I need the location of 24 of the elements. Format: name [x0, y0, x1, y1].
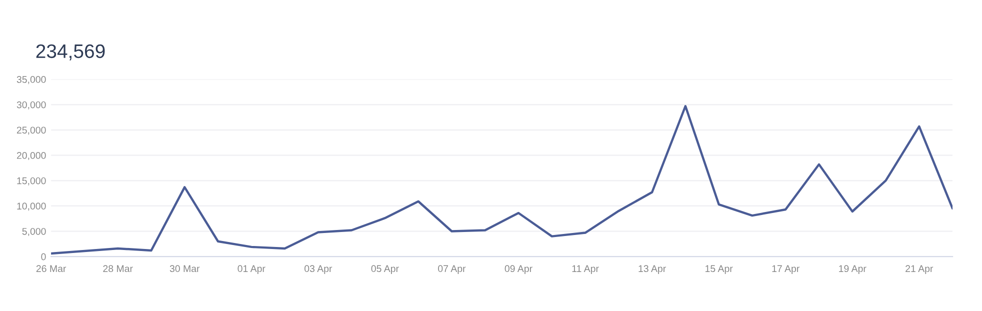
y-tick-label: 30,000 — [16, 101, 46, 110]
y-tick-label: 0 — [41, 253, 46, 260]
x-tick-label: 13 Apr — [638, 265, 666, 274]
x-tick-label: 26 Mar — [36, 265, 66, 272]
x-tick-label: 09 Apr — [504, 265, 532, 274]
x-tick-label: 28 Mar — [103, 265, 133, 272]
x-tick-label: 05 Apr — [371, 265, 399, 274]
x-tick-label: 01 Apr — [238, 265, 266, 274]
x-tick-label: 17 Apr — [772, 265, 800, 274]
line-series — [51, 105, 953, 255]
y-tick-label: 25,000 — [16, 126, 46, 135]
x-tick-label: 11 Apr — [572, 265, 599, 274]
x-tick-label: 30 Mar — [170, 265, 200, 272]
text: 234,569 — [36, 44, 105, 60]
y-tick-label: 10,000 — [17, 202, 46, 211]
y-tick-label: 20,000 — [16, 152, 46, 160]
x-tick-label: 07 Apr — [438, 265, 466, 274]
y-tick-label: 5,000 — [22, 228, 46, 236]
x-tick-label: 03 Apr — [304, 265, 332, 274]
x-tick-label: 19 Apr — [839, 265, 866, 274]
x-tick-label: 21 Apr — [906, 265, 934, 274]
y-tick-label: 35,000 — [16, 76, 46, 84]
x-tick-label: 15 Apr — [706, 265, 733, 274]
y-tick-label: 15,000 — [17, 177, 46, 186]
